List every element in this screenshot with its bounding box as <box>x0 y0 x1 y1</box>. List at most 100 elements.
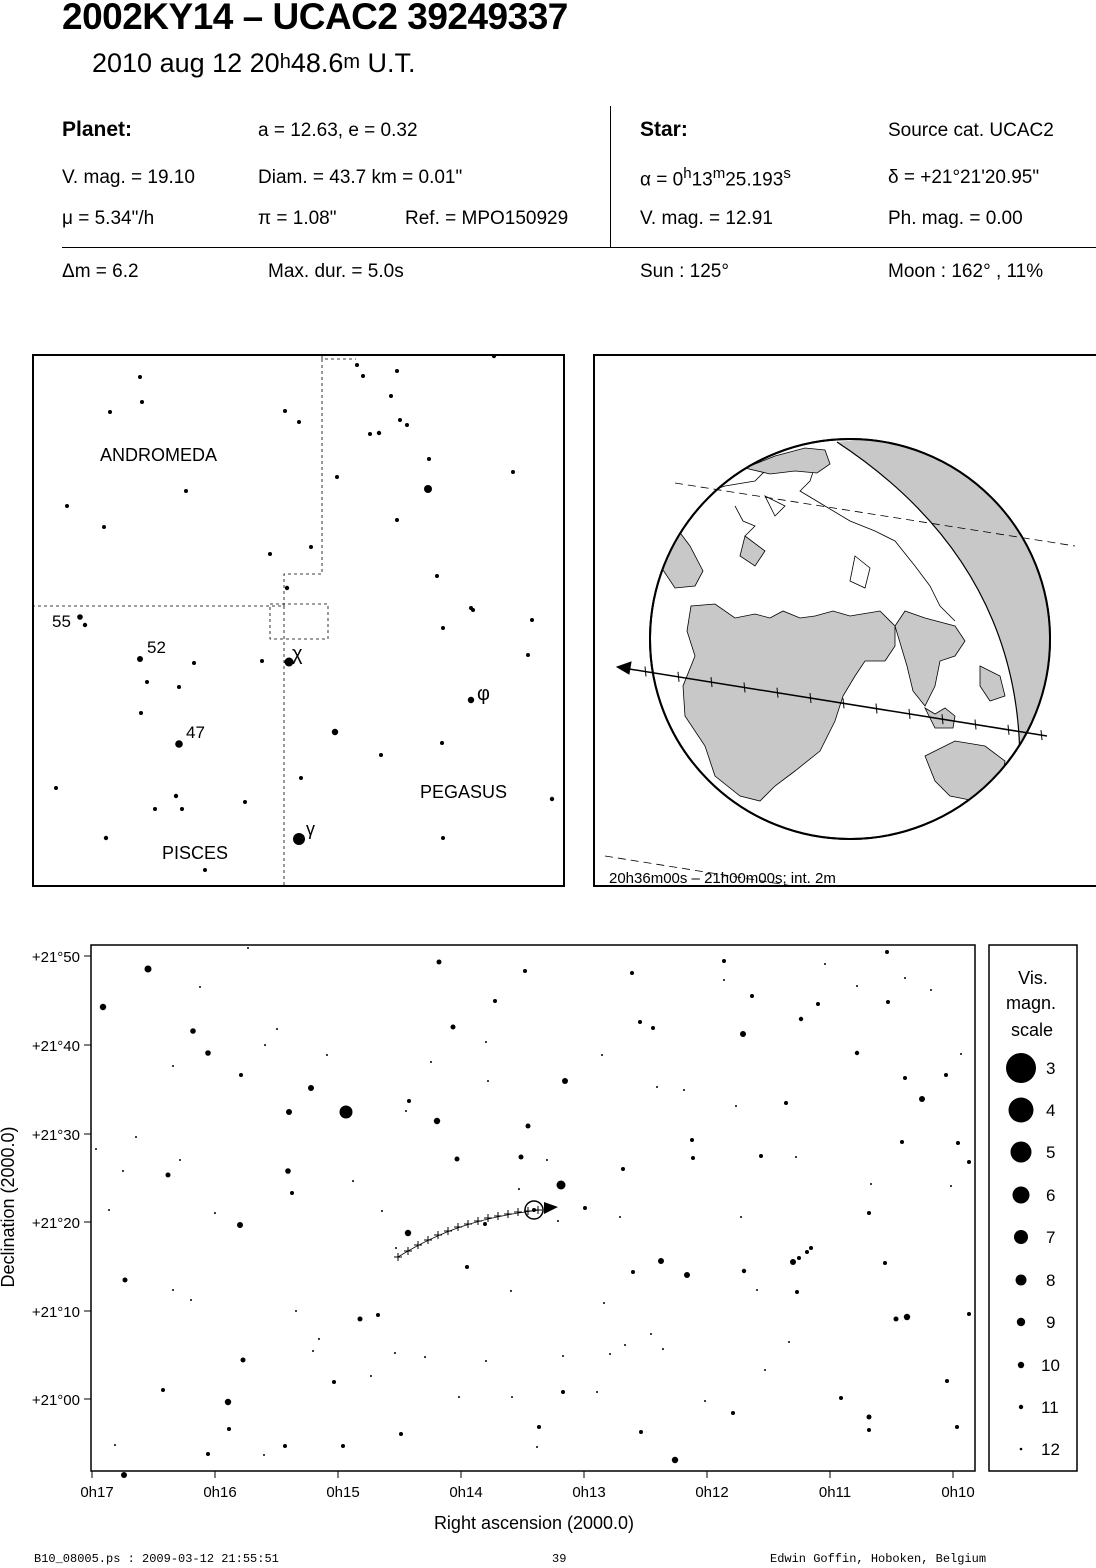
map-star <box>180 807 184 811</box>
map-star <box>395 369 399 373</box>
y-axis-ticks <box>84 955 91 1400</box>
field-star <box>639 1430 643 1434</box>
legend-dot-mag-8 <box>1015 1274 1027 1286</box>
faint-field-star <box>179 1159 181 1161</box>
max-duration: Max. dur. = 5.0s <box>268 261 404 282</box>
field-star <box>651 1026 655 1030</box>
faint-field-star <box>756 1289 758 1291</box>
map-star <box>376 430 382 436</box>
faint-field-star <box>511 1396 513 1398</box>
map-star <box>184 489 188 493</box>
faint-field-star <box>405 1110 407 1112</box>
legend-label: 5 <box>1046 1143 1055 1162</box>
field-star <box>967 1160 971 1164</box>
field-star <box>631 1270 635 1274</box>
map-star <box>467 696 475 704</box>
path-time-tick <box>776 687 779 698</box>
faint-field-star <box>536 1446 538 1448</box>
path-time-tick <box>1040 730 1043 741</box>
field-star <box>967 1312 971 1316</box>
map-star <box>293 833 305 845</box>
field-star <box>790 1259 796 1265</box>
faint-field-star <box>788 1341 790 1343</box>
faint-field-star <box>458 1396 460 1398</box>
map-star <box>379 753 383 757</box>
planet-diam: Diam. = 43.7 km = 0.01" <box>258 167 463 188</box>
legend-label: 4 <box>1046 1101 1055 1120</box>
magnitude-legend <box>988 944 1078 1472</box>
map-star <box>299 776 303 780</box>
faint-field-star <box>295 1310 297 1312</box>
field-star <box>691 1156 695 1160</box>
faint-field-star <box>276 1028 278 1030</box>
faint-field-star <box>352 1180 354 1182</box>
field-star <box>839 1396 843 1400</box>
field-star <box>684 1272 690 1278</box>
path-time-tick <box>974 719 977 730</box>
x-tick-label: 0h10 <box>941 1484 974 1501</box>
minute-unit: m <box>343 51 361 73</box>
landmass <box>656 525 1006 802</box>
faint-field-star <box>603 1302 605 1304</box>
detail-star-chart: +21°50 +21°40 +21°30 +21°20 +21°10 +21°0… <box>0 944 1078 1533</box>
field-star <box>955 1425 959 1429</box>
field-star <box>483 1222 487 1226</box>
faint-field-star <box>381 1210 383 1212</box>
field-star <box>399 1432 403 1436</box>
faint-field-star <box>960 1053 962 1055</box>
faint-field-star <box>326 1054 328 1056</box>
field-star <box>722 959 726 963</box>
map-star <box>398 418 402 422</box>
faint-field-star <box>596 1391 598 1393</box>
star-delta: δ = +21°21'20.95" <box>888 167 1040 188</box>
field-star <box>945 1379 949 1383</box>
faint-field-star <box>318 1338 320 1340</box>
field-star <box>893 1316 899 1322</box>
legend-dot-mag-10 <box>1017 1361 1025 1369</box>
field-star <box>866 1414 872 1420</box>
field-star <box>290 1191 294 1195</box>
field-star <box>562 1078 568 1084</box>
map-star <box>441 626 445 630</box>
label-star-55: 55 <box>52 612 71 631</box>
faint-field-star <box>562 1355 564 1357</box>
map-star <box>440 741 444 745</box>
field-star <box>658 1258 664 1264</box>
faint-field-star <box>609 1353 611 1355</box>
field-star <box>561 1390 565 1394</box>
faint-field-star <box>247 947 249 949</box>
map-star <box>140 400 144 404</box>
faint-field-star <box>312 1350 314 1352</box>
y-tick-label: +21°10 <box>32 1304 80 1321</box>
map-star <box>268 552 272 556</box>
x-tick-label: 0h16 <box>203 1484 236 1501</box>
map-star <box>108 410 112 414</box>
legend-label: 8 <box>1046 1271 1055 1290</box>
faint-field-star <box>485 1041 487 1043</box>
field-star <box>944 1073 948 1077</box>
planet-mu: μ = 5.34"/h <box>62 208 155 229</box>
legend-magnitude-dots <box>1006 1053 1036 1451</box>
legend-label: 10 <box>1041 1356 1060 1375</box>
field-star <box>450 1024 456 1030</box>
faint-field-star <box>930 989 932 991</box>
legend-dot-mag-11 <box>1018 1404 1024 1410</box>
star-vmag: V. mag. = 12.91 <box>640 208 773 229</box>
map-star <box>471 608 475 612</box>
faint-field-star <box>485 1360 487 1362</box>
planet-orbit: a = 12.63, e = 0.32 <box>258 120 418 141</box>
legend-label: 6 <box>1046 1186 1055 1205</box>
field-star <box>308 1085 314 1091</box>
faint-field-star <box>95 1148 97 1150</box>
field-star <box>671 1456 679 1464</box>
map-star <box>491 353 497 359</box>
faint-field-star <box>395 1247 397 1249</box>
constellation-stars <box>54 353 555 872</box>
map-star <box>309 545 313 549</box>
legend-label: 11 <box>1041 1398 1059 1417</box>
field-star <box>433 1117 441 1125</box>
shadow-path <box>615 661 1048 741</box>
path-time-tick <box>644 666 647 677</box>
map-star <box>335 475 339 479</box>
faint-field-star <box>424 1356 426 1358</box>
